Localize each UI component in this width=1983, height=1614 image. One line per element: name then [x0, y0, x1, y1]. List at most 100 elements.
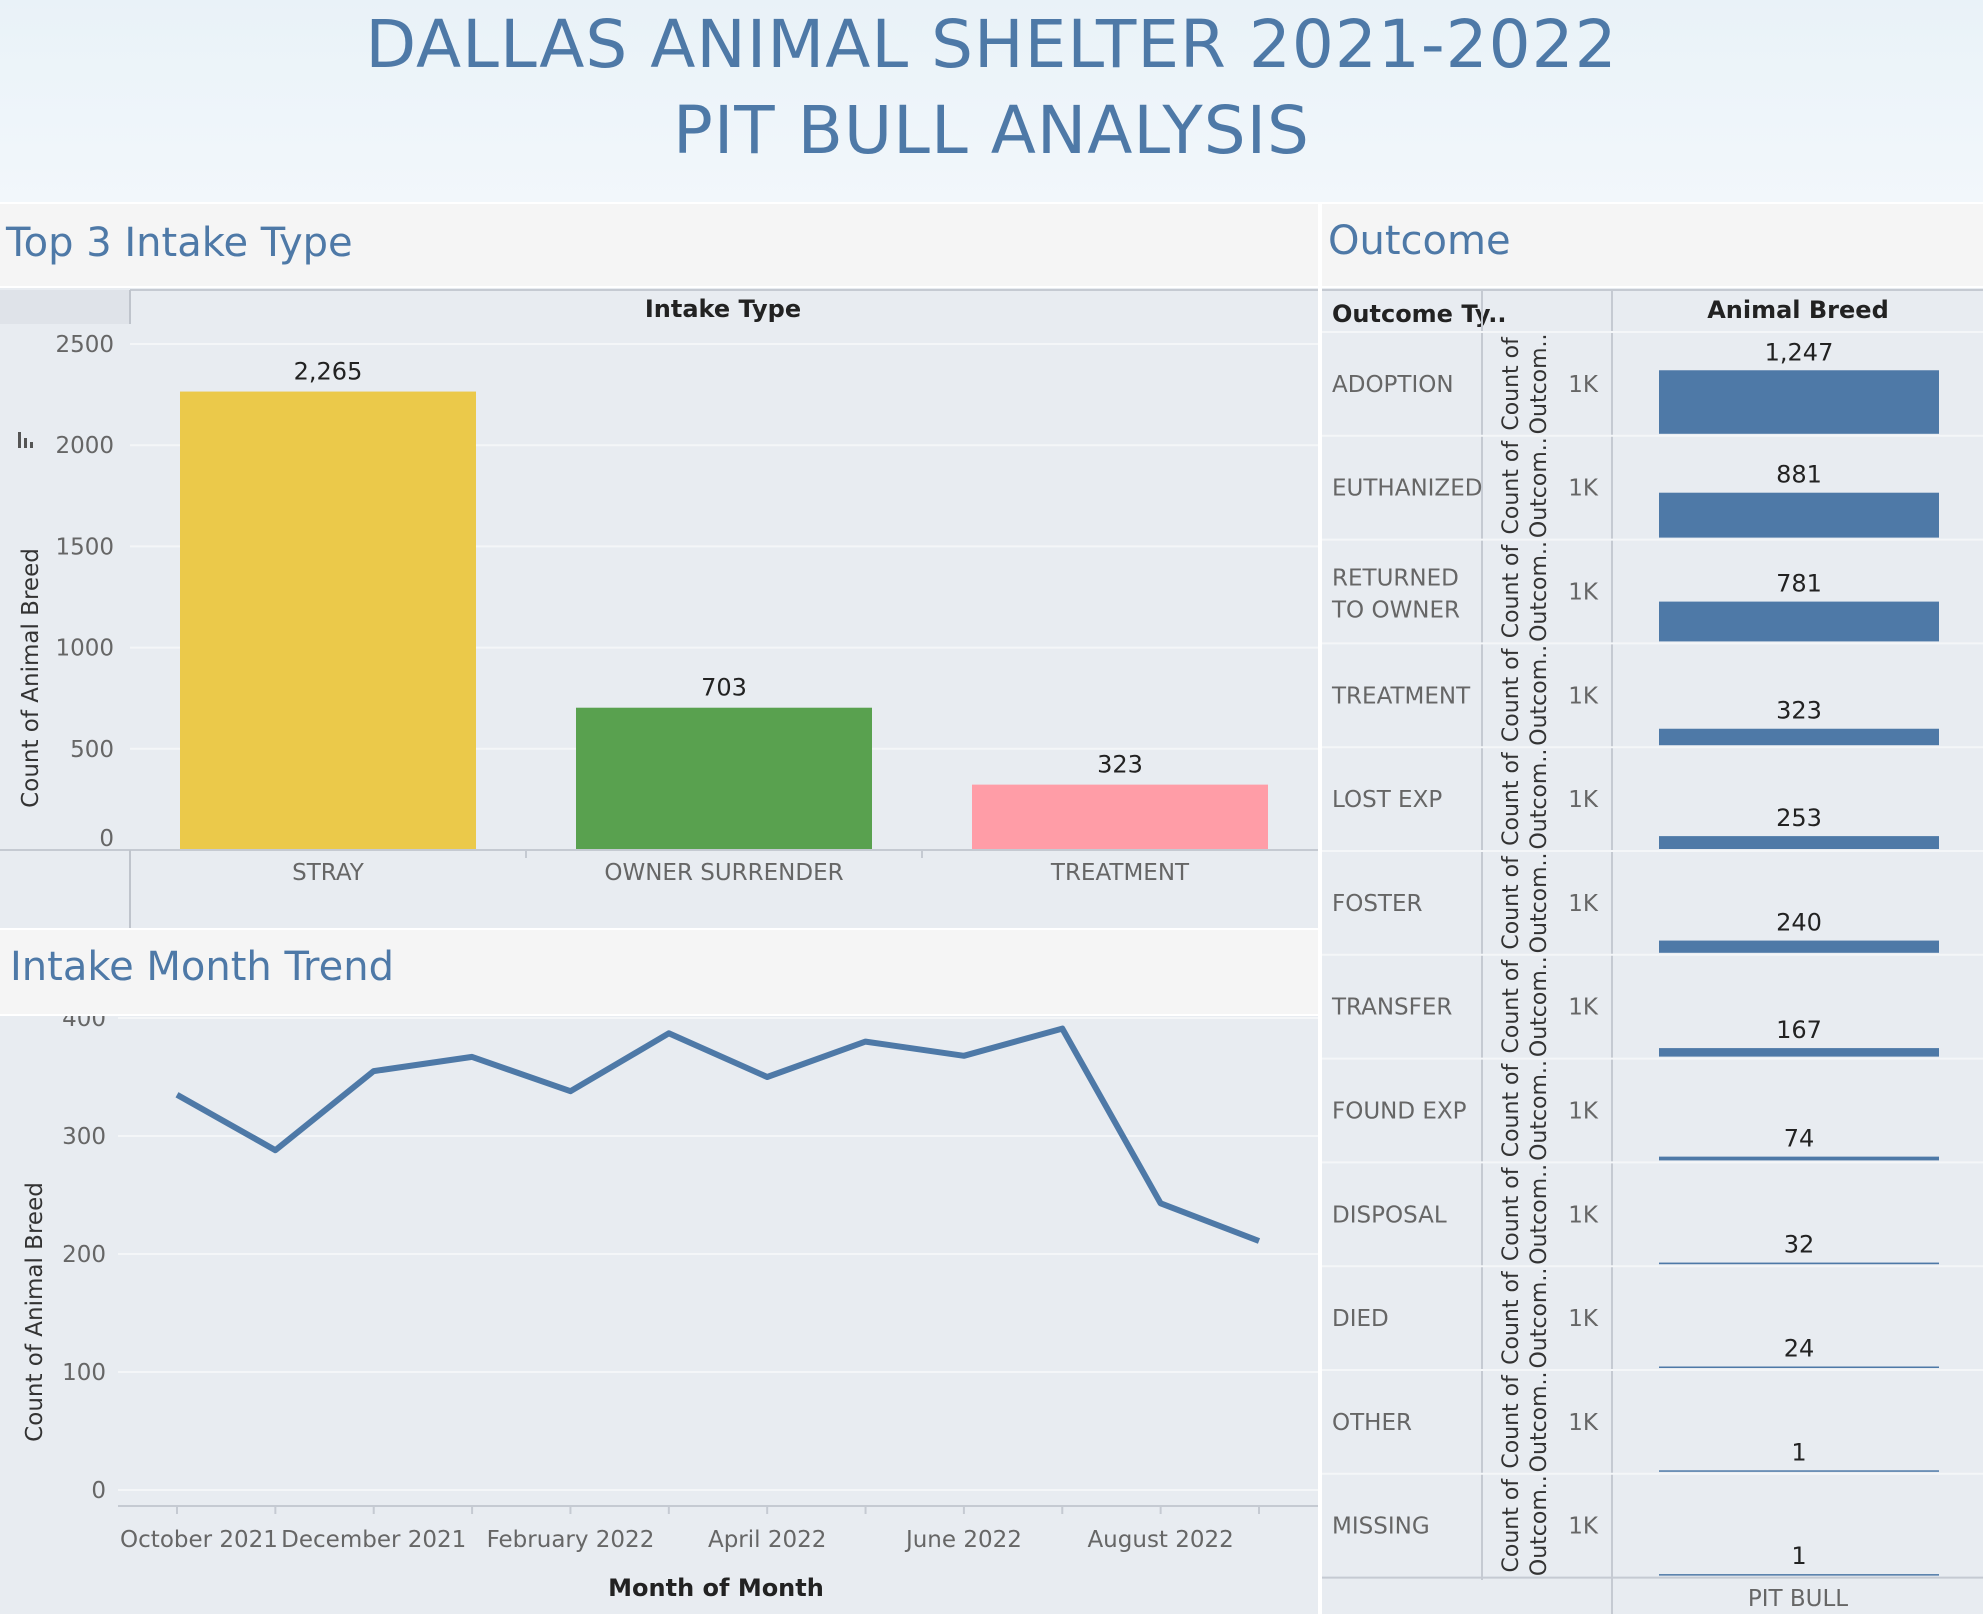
trend-line-chart: 400 300 200 100 0 October 2021 December 2021 F… [0, 1016, 1318, 1614]
outcome-bar-value-label: 32 [1784, 1231, 1815, 1259]
outcome-bar-value-label: 1 [1791, 1438, 1806, 1466]
intake-y-tick-label: 2500 [55, 332, 114, 358]
intake-y-axis-title: Count of Animal Breed [18, 548, 44, 808]
outcome-row-axis-tick: 1K [1568, 1306, 1599, 1332]
outcome-row-axis-tick: 1K [1568, 995, 1599, 1021]
outcome-bar-value-label: 253 [1776, 804, 1822, 832]
outcome-row-axis-tick: 1K [1568, 1099, 1599, 1125]
outcome-header-type: Outcome Ty.. [1332, 300, 1507, 328]
outcome-row-axis-title: Count of Outcom.. [1499, 1475, 1552, 1576]
outcome-row-axis-title: Count of Outcom.. [1499, 852, 1552, 953]
outcome-breed-label: PIT BULL [1748, 1586, 1848, 1612]
outcome-bar-value-label: 240 [1776, 909, 1822, 937]
outcome-bar-value-label: 1,247 [1765, 338, 1834, 366]
trend-x-ticks: October 2021 December 2021 February 2022 Ap… [120, 1506, 1260, 1553]
chart-type-icon[interactable] [18, 432, 33, 448]
outcome-row-axis-tick: 1K [1568, 580, 1599, 606]
intake-y-ticks: 2500 2000 1500 1000 500 0 [55, 332, 114, 852]
trend-title-bar: Intake Month Trend [0, 930, 1318, 1016]
outcome-row-axis-title: Count of Outcom.. [1499, 333, 1552, 434]
intake-header-label: Intake Type [645, 295, 801, 323]
outcome-bar-value-label: 24 [1784, 1335, 1815, 1363]
trend-x-tick-label: October 2021 [120, 1527, 278, 1553]
outcome-category-label: ADOPTION [1332, 372, 1454, 398]
trend-y-ticks: 400 300 200 100 0 [62, 1016, 106, 1504]
outcome-bar-value-label: 167 [1776, 1016, 1822, 1044]
trend-x-axis-title: Month of Month [608, 1574, 824, 1602]
trend-series-line [175, 1025, 1261, 1244]
trend-panel-title: Intake Month Trend [10, 944, 394, 990]
outcome-bar [1659, 1574, 1939, 1576]
intake-bar-value-label: 703 [701, 674, 747, 702]
outcome-row-axis-title: Count of Outcom.. [1499, 437, 1552, 538]
trend-y-tick-label: 300 [62, 1124, 106, 1150]
outcome-row-axis-title: Count of Outcom.. [1499, 1371, 1552, 1472]
outcome-title-bar: Outcome [1322, 204, 1983, 288]
outcome-category-label: EUTHANIZED [1332, 476, 1482, 502]
outcome-category-label: RETURNED [1332, 566, 1459, 592]
outcome-category-label: OTHER [1332, 1410, 1412, 1436]
intake-header-corner [0, 290, 130, 324]
outcome-rows: ADOPTION Count of Outcom.. 1K 1,247 EUTHANIZE… [1322, 331, 1983, 1579]
intake-x-ticks: STRAY OWNER SURRENDER TREATMENT [292, 850, 1190, 886]
outcome-bar [1659, 836, 1939, 849]
intake-bar-owner-surrender [576, 707, 872, 850]
trend-y-tick-label: 0 [91, 1478, 106, 1504]
outcome-row-axis-tick: 1K [1568, 372, 1599, 398]
outcome-category-label: TREATMENT [1331, 683, 1471, 709]
intake-y-tick-label: 1500 [55, 534, 114, 560]
outcome-bar [1659, 601, 1939, 642]
outcome-category-label: LOST EXP [1332, 787, 1442, 813]
outcome-bar-value-label: 781 [1776, 570, 1822, 598]
panel-divider [1318, 204, 1322, 1614]
outcome-row-axis-tick: 1K [1568, 787, 1599, 813]
trend-x-tick-label: December 2021 [281, 1527, 466, 1553]
trend-x-tick-label: February 2022 [487, 1527, 655, 1553]
outcome-category-label: FOUND EXP [1332, 1099, 1467, 1125]
intake-panel-title: Top 3 Intake Type [6, 220, 353, 266]
outcome-row-axis-title: Count of Outcom.. [1499, 956, 1552, 1057]
intake-bar-value-label: 323 [1097, 751, 1143, 779]
trend-x-tick-label: June 2022 [904, 1527, 1022, 1553]
intake-y-tick-label: 2000 [55, 433, 114, 459]
outcome-category-label: TRANSFER [1331, 995, 1452, 1021]
outcome-bar [1659, 1366, 1939, 1368]
outcome-bar [1659, 370, 1939, 434]
intake-bar-value-label: 2,265 [294, 358, 363, 386]
outcome-category-label: MISSING [1332, 1514, 1430, 1540]
outcome-row-axis-title: Count of Outcom.. [1499, 1060, 1552, 1161]
dashboard-title-line1: DALLAS ANIMAL SHELTER 2021-2022 [365, 6, 1618, 83]
outcome-row-axis-title: Count of Outcom.. [1499, 749, 1552, 850]
outcome-bar [1659, 1470, 1939, 1472]
trend-y-tick-label: 400 [62, 1016, 106, 1032]
outcome-row-axis-title: Count of Outcom.. [1499, 1164, 1552, 1265]
outcome-row-axis-tick: 1K [1568, 1410, 1599, 1436]
outcome-row-axis-title: Count of Outcom.. [1499, 541, 1552, 642]
intake-bar-treatment [972, 784, 1268, 850]
intake-x-tick-label: OWNER SURRENDER [604, 860, 843, 886]
intake-y-tick-label: 500 [70, 737, 114, 763]
trend-grid [118, 1017, 1318, 1507]
outcome-bar-value-label: 1 [1791, 1542, 1806, 1570]
intake-x-tick-label: TREATMENT [1050, 860, 1190, 886]
intake-bar-stray [180, 391, 476, 850]
outcome-row-axis-tick: 1K [1568, 1202, 1599, 1228]
intake-x-tick-label: STRAY [292, 860, 365, 886]
intake-y-tick-label: 1000 [55, 636, 114, 662]
trend-y-axis-title: Count of Animal Breed [22, 1182, 48, 1442]
outcome-bar-value-label: 881 [1776, 461, 1822, 489]
outcome-bar [1659, 1048, 1939, 1057]
outcome-row-axis-tick: 1K [1568, 683, 1599, 709]
outcome-category-label: FOSTER [1332, 891, 1423, 917]
outcome-row-axis-title: Count of Outcom.. [1499, 645, 1552, 746]
trend-y-tick-label: 100 [62, 1360, 106, 1386]
trend-x-tick-label: April 2022 [708, 1527, 826, 1553]
outcome-panel-title: Outcome [1328, 218, 1511, 264]
intake-bar-chart: Intake Type 2500 2000 1500 1000 500 0 2,265 70… [0, 288, 1318, 928]
outcome-category-label: DISPOSAL [1332, 1202, 1447, 1228]
outcome-category-label: TO OWNER [1331, 598, 1460, 624]
dashboard-title-line2: PIT BULL ANALYSIS [673, 92, 1310, 169]
outcome-bar [1659, 492, 1939, 538]
dashboard-header: DALLAS ANIMAL SHELTER 2021-2022 PIT BULL… [0, 0, 1983, 202]
outcome-row-axis-title: Count of Outcom.. [1499, 1268, 1552, 1369]
